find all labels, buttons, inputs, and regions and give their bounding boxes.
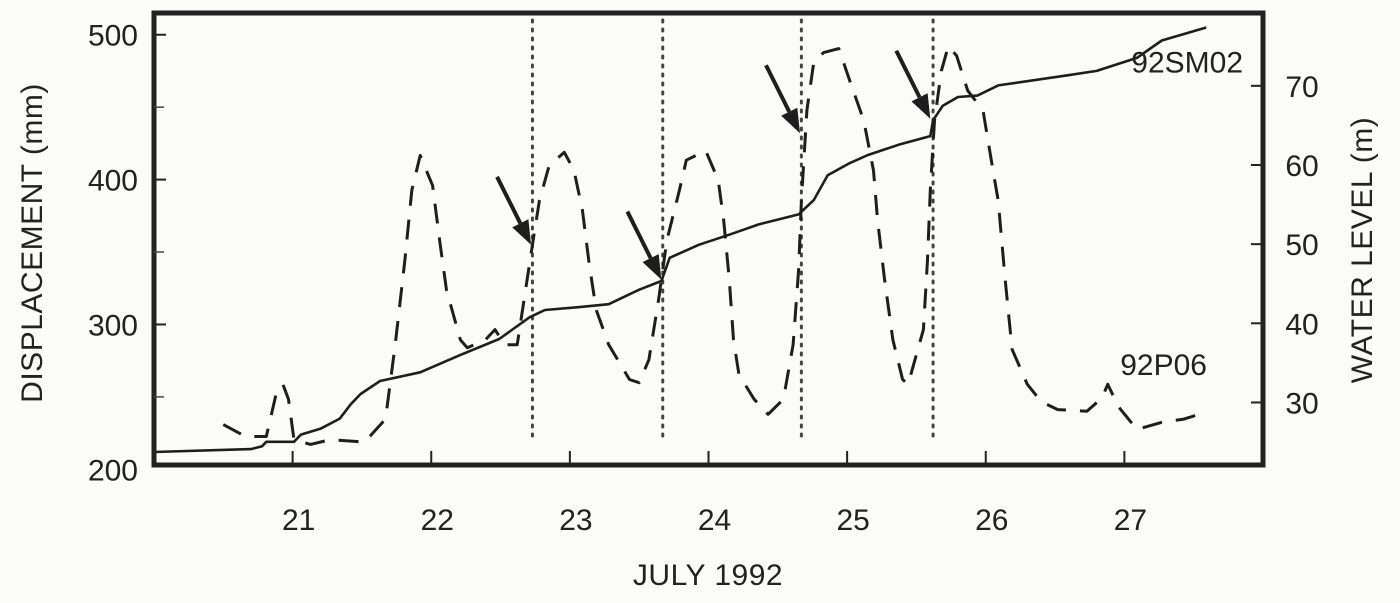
- series-92P06-water-level: [222, 44, 1197, 446]
- y-tick-label: 300: [88, 309, 138, 342]
- x-tick-label: 25: [836, 504, 869, 537]
- series-label-92P06: 92P06: [1120, 349, 1207, 382]
- y-right-tick-label: 40: [1285, 308, 1318, 341]
- displacement-solid-line: [153, 26, 1207, 454]
- x-tick-label: 24: [698, 504, 731, 537]
- y-tick-label: 500: [88, 20, 138, 53]
- series-92SM02-displacement: [153, 26, 1207, 454]
- x-tick-label: 21: [282, 504, 315, 537]
- arrow-head: [642, 254, 662, 280]
- x-axis-title: JULY 1992: [633, 559, 783, 592]
- event-arrows: [495, 49, 931, 280]
- x-tick-label: 27: [1114, 504, 1147, 537]
- y-right-tick-label: 50: [1285, 229, 1318, 262]
- arrow-shaft: [495, 175, 523, 225]
- arrow-icon: [764, 64, 800, 134]
- y-right-tick-label: 60: [1285, 150, 1318, 183]
- arrow-head: [781, 107, 800, 134]
- event-dotted-lines: [530, 18, 935, 438]
- y-axis-left-ticks: 200 300 400 500: [88, 20, 166, 487]
- y-axis-left-title: DISPLACEMENT (mm): [16, 83, 49, 403]
- arrow-icon: [495, 175, 532, 245]
- arrow-icon: [625, 210, 662, 280]
- y-right-tick-label: 70: [1285, 71, 1318, 104]
- x-axis-ticks: 21 22 23 24 25 26 27: [282, 451, 1147, 537]
- y-tick-label: 200: [88, 454, 138, 487]
- water-level-dashed-line: [222, 44, 1197, 446]
- arrow-shaft: [625, 210, 653, 259]
- x-tick-label: 22: [421, 504, 454, 537]
- arrow-head: [512, 219, 532, 245]
- y-axis-right-ticks: 30 40 50 60 70: [1251, 71, 1319, 420]
- arrow-shaft: [894, 49, 922, 99]
- y-axis-right-title: WATER LEVEL (m): [1346, 117, 1379, 383]
- y-right-tick-label: 30: [1285, 387, 1318, 420]
- arrow-head: [911, 93, 931, 119]
- x-tick-label: 26: [975, 504, 1008, 537]
- y-tick-label: 400: [88, 165, 138, 198]
- series-label-92SM02: 92SM02: [1131, 46, 1243, 79]
- arrow-icon: [894, 49, 931, 119]
- x-tick-label: 23: [559, 504, 592, 537]
- arrow-shaft: [764, 64, 792, 113]
